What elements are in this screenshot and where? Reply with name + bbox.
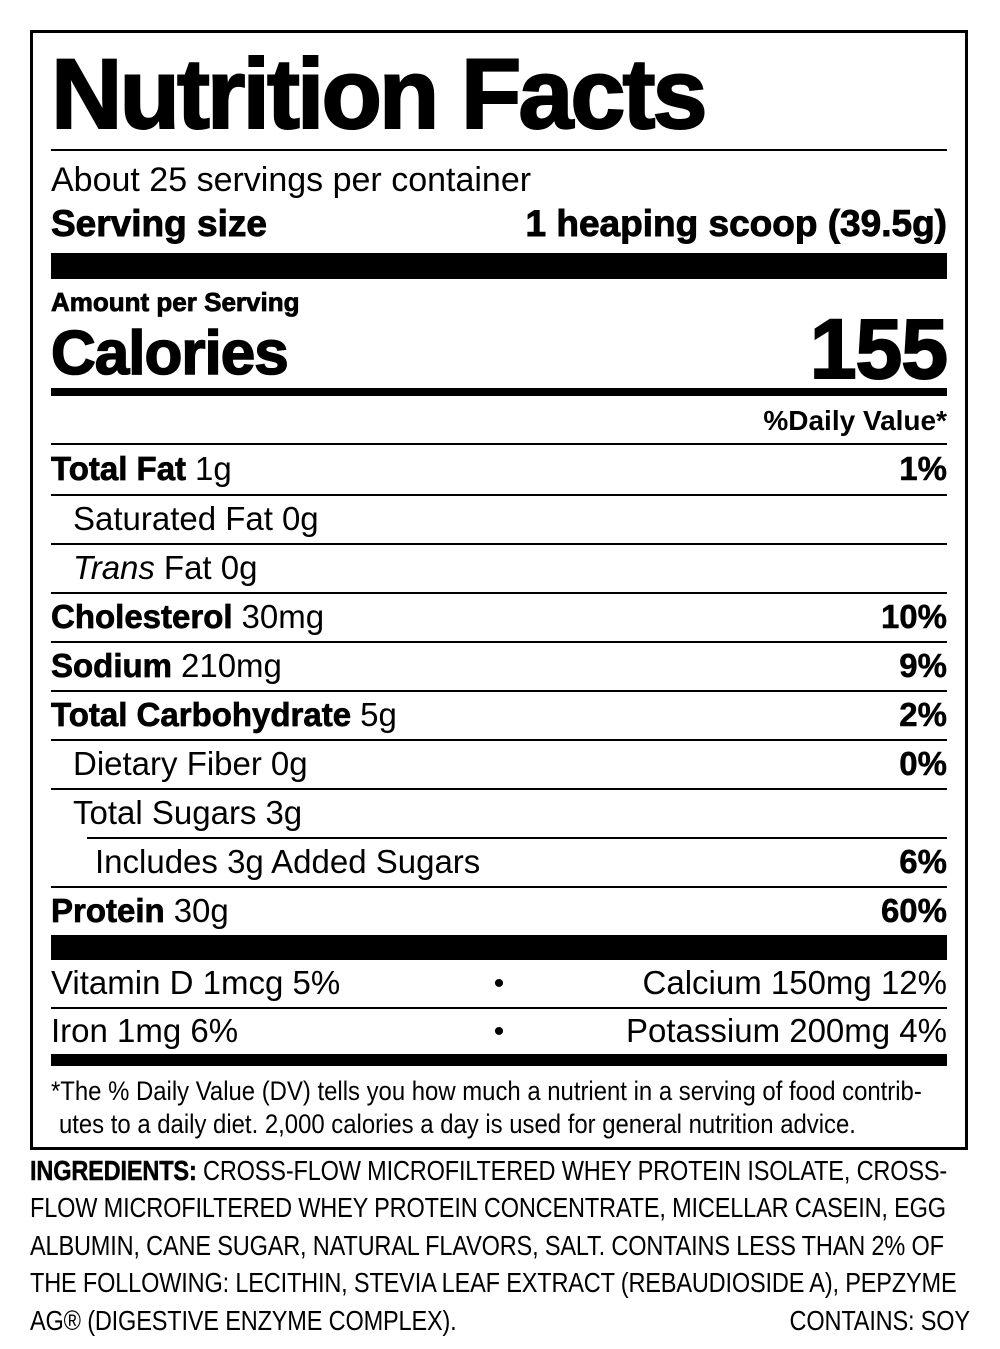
- nutrition-facts-panel: Nutrition Facts About 25 servings per co…: [30, 30, 968, 1150]
- nutrient-daily-value: 2%: [899, 696, 947, 734]
- nutrient-name: Total Fat: [51, 450, 187, 488]
- serving-size-value: 1 heaping scoop (39.5g): [525, 202, 947, 244]
- nutrient-daily-value: 10%: [880, 598, 948, 636]
- nutrient-row-dietary-fiber: Dietary Fiber 0g 0%: [51, 738, 947, 788]
- nutrient-row-sodium: Sodium 210mg 9%: [51, 640, 947, 690]
- section-divider-bar: [51, 253, 947, 280]
- nutrient-amount: 30g: [173, 892, 229, 930]
- nutrient-name: Saturated Fat: [73, 500, 273, 538]
- micronutrient-row-1: Vitamin D 1mcg 5% • Calcium 150mg 12%: [51, 960, 947, 1007]
- section-divider-bar: [51, 388, 947, 397]
- nutrient-row-cholesterol: Cholesterol 30mg 10%: [51, 591, 948, 641]
- micronutrient-left: Iron 1mg 6%: [51, 1012, 239, 1050]
- nutrient-row-protein: Protein 30g 60%: [51, 885, 948, 935]
- nutrient-amount: Fat 0g: [163, 549, 258, 587]
- nutrient-amount: 210mg: [181, 647, 282, 685]
- ingredients-text: CROSS-FLOW MICROFILTERED WHEY PROTEIN IS…: [30, 1155, 957, 1336]
- nutrient-row-total-carbohydrate: Total Carbohydrate 5g 2%: [51, 689, 947, 739]
- section-divider-bar: [51, 934, 947, 960]
- daily-value-footnote: *The % Daily Value (DV) tells you how mu…: [51, 1066, 947, 1147]
- nutrient-row-trans-fat: Trans Fat 0g: [51, 542, 947, 592]
- nutrient-row-saturated-fat: Saturated Fat 0g: [51, 493, 947, 543]
- micronutrient-right: Potassium 200mg 4%: [626, 1012, 947, 1050]
- nutrient-amount: 5g: [360, 696, 397, 734]
- calories-row: Calories 155: [50, 301, 949, 396]
- section-divider-bar: [51, 1053, 947, 1066]
- nutrient-daily-value: 6%: [899, 843, 947, 881]
- nutrient-name: Total Sugars: [73, 794, 257, 832]
- bullet-separator: •: [493, 966, 505, 1000]
- daily-value-header: %Daily Value*: [51, 396, 947, 445]
- contains-statement: CONTAINS: SOY: [789, 1304, 971, 1336]
- nutrient-row-total-sugars: Total Sugars 3g: [51, 787, 947, 837]
- nutrient-daily-value: 60%: [880, 892, 948, 930]
- nutrient-amount: 3g: [265, 794, 303, 832]
- calories-value: 155: [809, 301, 949, 396]
- nutrient-amount: 0g: [281, 500, 319, 538]
- nutrient-daily-value: 9%: [899, 647, 947, 685]
- nutrient-daily-value: 0%: [899, 745, 947, 783]
- nutrient-name: Trans: [73, 549, 155, 587]
- servings-per-container: About 25 servings per container: [51, 161, 532, 200]
- footnote-line-2: utes to a daily diet. 2,000 calories a d…: [58, 1108, 856, 1139]
- nutrient-amount: 0g: [270, 745, 308, 783]
- nutrient-name: Protein: [51, 892, 165, 930]
- nutrient-row-total-fat: Total Fat 1g 1%: [51, 445, 948, 494]
- micronutrient-row-2: Iron 1mg 6% • Potassium 200mg 4%: [51, 1006, 947, 1054]
- ingredients-section: INGREDIENTS: CROSS-FLOW MICROFILTERED WH…: [30, 1152, 970, 1339]
- nutrient-row-added-sugars: Includes 3g Added Sugars 6%: [87, 836, 947, 886]
- label-title: Nutrition Facts: [50, 33, 947, 152]
- nutrient-name: Cholesterol: [51, 598, 233, 636]
- nutrient-name: Sodium: [51, 647, 173, 685]
- nutrient-name: Includes 3g Added Sugars: [95, 843, 481, 881]
- bullet-separator: •: [493, 1014, 505, 1048]
- micronutrient-left: Vitamin D 1mcg 5%: [51, 964, 341, 1002]
- amount-per-serving-label: Amount per Serving: [51, 287, 300, 318]
- nutrient-amount: 30mg: [241, 598, 325, 636]
- nutrient-daily-value: 1%: [899, 450, 947, 488]
- nutrient-name: Total Carbohydrate: [51, 696, 352, 734]
- nutrient-amount: 1g: [195, 450, 232, 488]
- serving-size-row: Serving size 1 heaping scoop (39.5g): [51, 201, 948, 253]
- footnote-line-1: *The % Daily Value (DV) tells you how mu…: [51, 1075, 922, 1106]
- nutrient-name: Dietary Fiber: [73, 745, 262, 783]
- micronutrient-right: Calcium 150mg 12%: [642, 964, 947, 1002]
- calories-label: Calories: [50, 319, 289, 389]
- serving-size-label: Serving size: [51, 202, 268, 244]
- ingredients-label: INGREDIENTS:: [30, 1155, 197, 1187]
